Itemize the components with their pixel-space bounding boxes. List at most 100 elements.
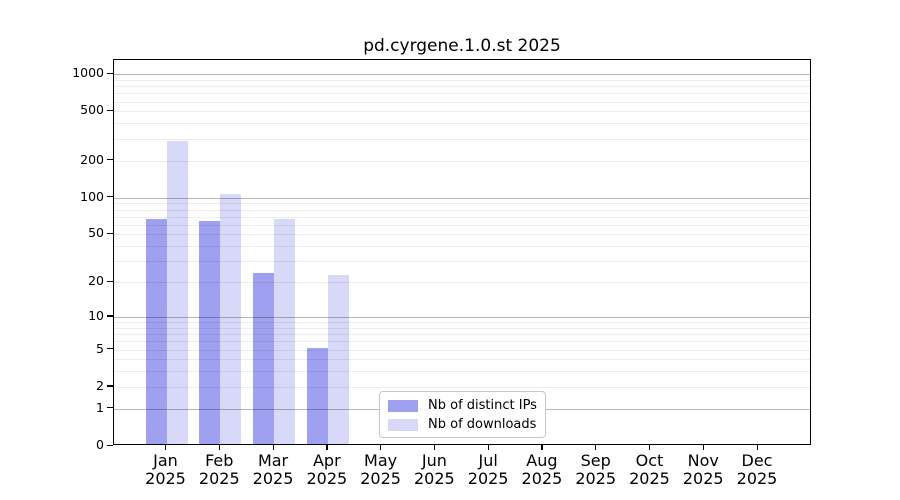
y-tick-label: 200 [80,151,104,167]
x-tick-label-year: 2025 [467,468,509,488]
gridline-minor [114,101,810,103]
bar-downloads-jan [167,141,188,444]
x-tick-label-jan: Jan 2025 [134,452,198,487]
x-tick-label-nov: Nov 2025 [671,452,735,487]
y-tick-mark [107,72,113,74]
x-tick-label-may: May 2025 [349,452,413,487]
y-tick-mark [107,280,113,282]
gridline-minor [114,122,810,124]
x-tick-label-feb: Feb 2025 [187,452,251,487]
x-tick-label-year: 2025 [360,468,401,488]
bar-distinct-ips-apr [307,348,328,444]
y-tick-mark [107,407,113,409]
gridline-minor [114,202,810,204]
x-tick-mark [218,445,220,450]
gridline-major [114,73,810,75]
x-tick-label-dec: Dec 2025 [725,452,789,487]
x-tick-label-year: 2025 [575,468,617,488]
x-tick-label-month: Jan [153,451,178,470]
legend: Nb of distinct IPs Nb of downloads [379,391,546,438]
x-tick-label-mar: Mar 2025 [241,452,305,487]
gridline-minor [114,79,810,81]
y-tick-mark [107,109,113,112]
x-tick-mark [756,445,758,450]
x-tick-mark [380,445,382,450]
bar-downloads-mar [274,219,295,444]
x-tick-mark [487,445,489,450]
gridline-minor [114,92,810,94]
y-tick-label: 1000 [72,65,104,81]
legend-label-distinct-ips: Nb of distinct IPs [428,398,537,413]
x-tick-label-month: Nov [687,451,719,470]
gridline-minor [114,160,810,162]
gridline-major [114,197,810,199]
x-tick-label-month: Jun [421,451,447,470]
y-tick-label: 500 [80,102,104,118]
bar-distinct-ips-mar [253,273,274,444]
x-tick-label-year: 2025 [629,468,670,488]
gridline-minor [114,340,810,342]
x-tick-mark [433,445,436,450]
gridline-minor [114,358,810,360]
gridline-minor [114,85,810,87]
x-tick-mark [541,445,543,450]
bar-distinct-ips-jan [146,219,167,444]
x-tick-label-year: 2025 [252,468,294,488]
x-tick-label-jun: Jun 2025 [402,452,466,487]
x-tick-label-oct: Oct 2025 [617,452,681,487]
x-tick-label-month: Feb [205,451,234,470]
y-tick-label: 50 [88,225,104,241]
gridline-minor [114,233,810,235]
y-tick-mark [107,196,113,198]
x-tick-label-year: 2025 [198,468,240,488]
x-tick-label-jul: Jul 2025 [456,452,520,487]
x-tick-label-year: 2025 [414,468,455,488]
x-tick-mark [595,445,597,450]
x-tick-label-year: 2025 [145,468,186,488]
x-tick-mark [272,445,274,450]
legend-label-downloads: Nb of downloads [428,417,537,432]
y-tick-mark [107,444,113,446]
gridline-major [114,316,810,318]
y-tick-mark [107,315,113,317]
x-tick-label-month: May [364,451,398,470]
gridline-minor [114,209,810,211]
gridline-minor [114,327,810,329]
gridline-minor [114,349,810,351]
y-tick-label: 0 [96,437,104,452]
legend-swatch-distinct-ips [388,400,418,412]
gridline-minor [114,281,810,283]
x-tick-label-month: Apr [312,451,341,470]
y-tick-mark [107,348,113,350]
x-tick-mark [648,445,651,450]
x-tick-label-month: Dec [741,451,773,470]
gridline-minor [114,260,810,262]
x-tick-label-apr: Apr 2025 [295,452,359,487]
x-tick-label-month: Aug [526,451,558,470]
grid-layer [114,60,810,444]
gridline-minor [114,245,810,247]
x-tick-label-month: Mar [257,451,289,470]
y-tick-mark [107,232,113,235]
plot-area: Nb of distinct IPs Nb of downloads [113,59,811,445]
y-tick-mark [107,159,113,161]
y-tick-label: 10 [88,307,104,323]
y-tick-label: 20 [88,273,104,289]
x-tick-mark [326,445,328,450]
gridline-minor [114,386,810,388]
x-tick-mark [702,445,704,450]
bars-layer [114,60,810,444]
x-tick-label-month: Sep [580,451,611,470]
gridline-minor [114,138,810,140]
gridline-minor [114,110,810,112]
y-tick-label: 1 [96,399,104,415]
y-tick-label: 5 [96,340,104,356]
y-tick-mark [107,385,113,387]
y-tick-label: 2 [96,377,104,393]
legend-swatch-downloads [388,419,418,431]
x-tick-label-year: 2025 [521,468,563,488]
bar-downloads-feb [220,194,241,444]
gridline-minor [114,224,810,226]
bar-downloads-apr [328,275,349,444]
